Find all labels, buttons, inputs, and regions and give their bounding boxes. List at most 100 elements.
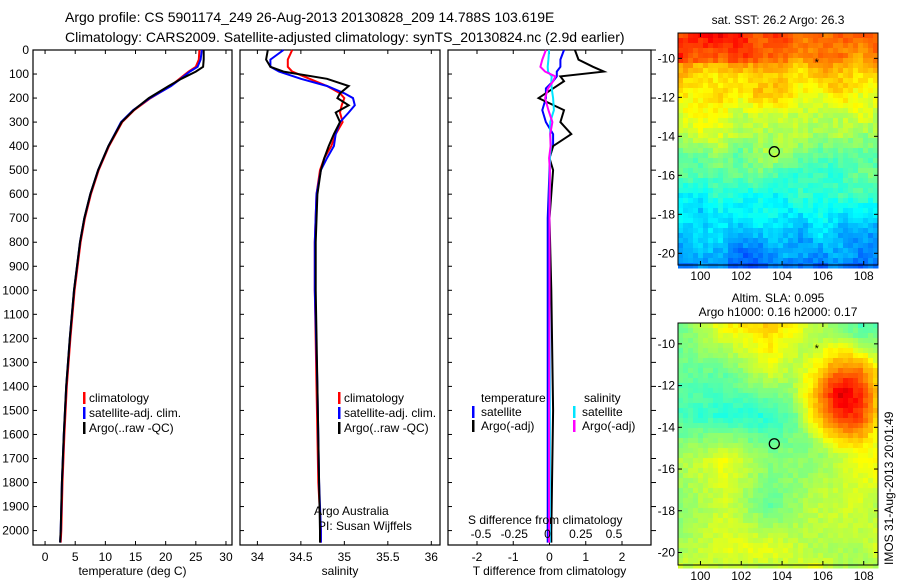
map-cell [748,88,754,94]
annotation-line1: Argo Australia [314,504,389,518]
map-cell [838,118,844,124]
map-cell [753,58,759,64]
map-cell [693,448,699,454]
map-cell [858,263,864,269]
map-cell [813,263,819,269]
map-cell [733,63,739,69]
map-cell [728,203,734,209]
map-cell [828,488,834,494]
map-cell [788,43,794,49]
map-cell [698,78,704,84]
map-cell [833,388,839,394]
map-cell [853,493,859,499]
map-cell [743,148,749,154]
map-cell [833,178,839,184]
map-cell [728,243,734,249]
map-cell [788,168,794,174]
map-cell [728,448,734,454]
map-cell [863,493,869,499]
map-cell [833,418,839,424]
map-cell [718,243,724,249]
map-cell [723,208,729,214]
map-cell [828,188,834,194]
map-cell [703,378,709,384]
map-cell [748,218,754,224]
map-cell [718,223,724,229]
map-cell [848,443,854,449]
map-cell [748,113,754,119]
map-cell [708,163,714,169]
map-cell [783,68,789,74]
map-cell [758,233,764,239]
map-cell [843,123,849,129]
map-cell [838,483,844,489]
map-cell [798,493,804,499]
map-cell [718,493,724,499]
map-cell [713,498,719,504]
map-cell [758,408,764,414]
map-cell [803,438,809,444]
map-cell [728,48,734,54]
map-cell [823,453,829,459]
map-cell [733,263,739,269]
map-cell [738,218,744,224]
map-cell [848,108,854,114]
map-cell [718,333,724,339]
map-cell [843,468,849,474]
map-cell [693,523,699,529]
map-cell [698,468,704,474]
map-cell [743,213,749,219]
map-cell [868,78,874,84]
map-cell [683,478,689,484]
map-cell [678,248,684,254]
map-cell [703,433,709,439]
map-cell [863,423,869,429]
map-cell [743,118,749,124]
map-cell [823,378,829,384]
map-cell [778,503,784,509]
map-cell [818,438,824,444]
map-cell [713,233,719,239]
map-cell [788,563,794,569]
map-cell [678,378,684,384]
map-cell [683,188,689,194]
map-cell [868,508,874,514]
map-cell [688,473,694,479]
map-cell [873,443,879,449]
map-cell [793,563,799,569]
map-cell [763,263,769,269]
map-cell [693,153,699,159]
map-cell [853,258,859,264]
map-cell [688,368,694,374]
map-cell [818,453,824,459]
map-cell [838,493,844,499]
map-cell [773,468,779,474]
map-cell [833,73,839,79]
map-cell [758,398,764,404]
map-cell [718,73,724,79]
map-cell [728,333,734,339]
map-cell [718,153,724,159]
map-cell [773,518,779,524]
map-cell [688,488,694,494]
map-cell [873,208,879,214]
map-cell [738,223,744,229]
map-cell [763,133,769,139]
map-cell [703,143,709,149]
series-line-argo-raw-qc- [59,50,205,543]
map-cell [733,73,739,79]
map-cell [718,168,724,174]
map-cell [848,463,854,469]
x-tick-label: 34 [251,550,265,564]
map-cell [768,33,774,39]
map-cell [753,453,759,459]
map-cell [733,508,739,514]
map-cell [713,63,719,69]
map-cell [778,438,784,444]
map-cell [828,138,834,144]
map-cell [773,348,779,354]
map-cell [863,333,869,339]
map-cell [868,223,874,229]
map-cell [773,503,779,509]
map-cell [778,508,784,514]
